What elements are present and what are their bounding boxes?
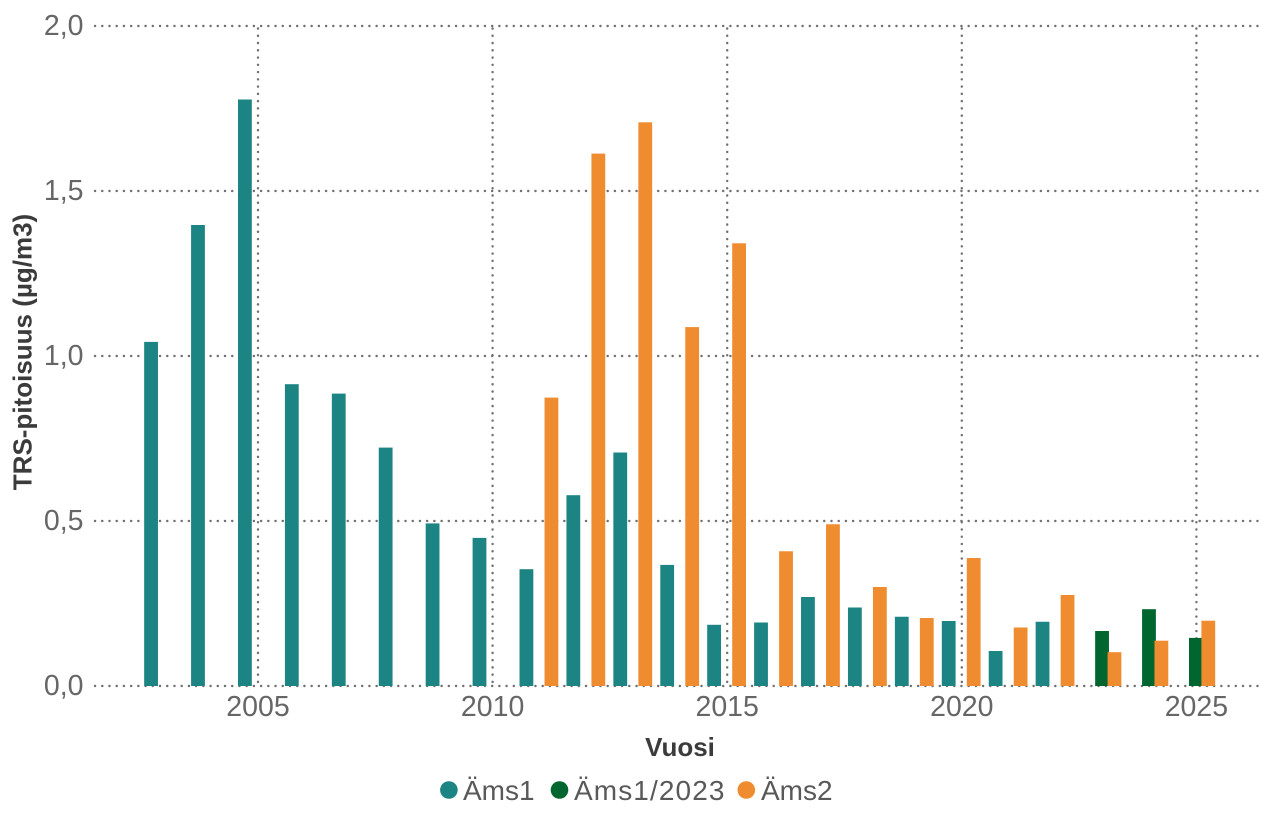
svg-text:0,0: 0,0 (44, 670, 84, 702)
svg-text:Vuosi: Vuosi (645, 732, 715, 762)
svg-text:0,5: 0,5 (44, 505, 84, 537)
svg-text:2005: 2005 (226, 691, 289, 723)
svg-text:TRS-pitoisuus (µg/m3): TRS-pitoisuus (µg/m3) (8, 214, 38, 490)
svg-text:Äms2: Äms2 (761, 775, 833, 806)
svg-text:2015: 2015 (695, 691, 758, 723)
svg-text:Äms1/2023: Äms1/2023 (574, 775, 726, 806)
svg-text:1,0: 1,0 (44, 340, 84, 372)
svg-text:Äms1: Äms1 (463, 775, 535, 806)
svg-text:2025: 2025 (1165, 691, 1228, 723)
svg-text:1,5: 1,5 (44, 175, 84, 207)
svg-text:2020: 2020 (930, 691, 993, 723)
svg-text:2,0: 2,0 (44, 10, 84, 42)
svg-text:2010: 2010 (461, 691, 524, 723)
